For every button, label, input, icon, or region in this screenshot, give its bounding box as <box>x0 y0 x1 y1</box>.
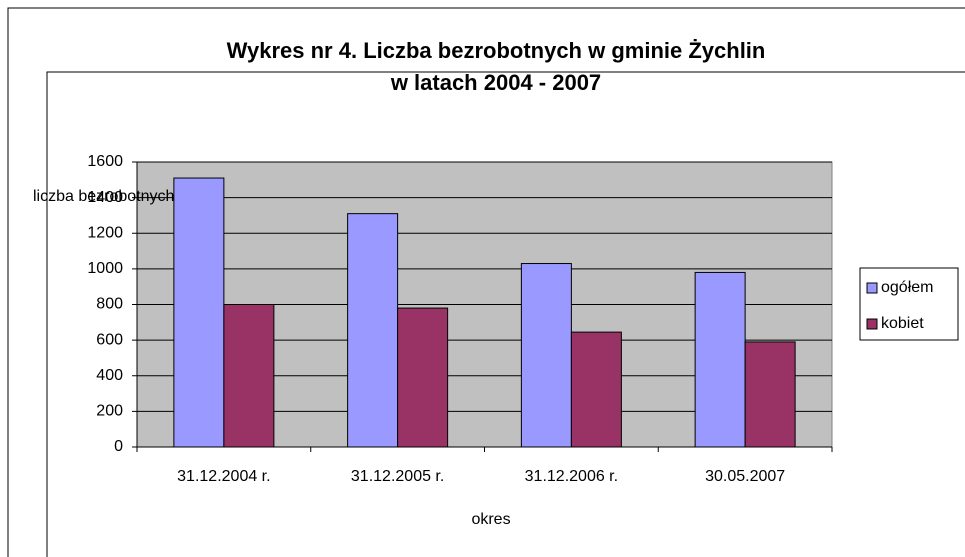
chart-title: w latach 2004 - 2007 <box>390 70 601 95</box>
legend-label: ogółem <box>881 279 933 296</box>
frame <box>7 7 965 557</box>
y-tick-label: 800 <box>96 296 123 313</box>
y-tick-label: 1400 <box>87 189 123 206</box>
bar <box>223 304 275 448</box>
bar <box>347 213 399 448</box>
y-tick-label: 200 <box>96 403 123 420</box>
legend-swatch <box>866 282 878 294</box>
bar <box>694 271 746 448</box>
bar <box>744 341 796 448</box>
bar <box>520 263 572 448</box>
chart-area <box>46 71 965 557</box>
x-tick-label: 30.05.2007 <box>705 468 785 485</box>
bar <box>173 177 225 448</box>
x-axis-label: okres <box>471 511 510 528</box>
bar <box>570 331 622 448</box>
x-tick-label: 31.12.2004 r. <box>177 468 270 485</box>
bar <box>397 307 449 448</box>
y-tick-label: 400 <box>96 367 123 384</box>
legend-label: kobiet <box>881 315 924 332</box>
y-axis-label: liczba bezrobotnych <box>33 188 174 205</box>
x-tick-label: 31.12.2006 r. <box>525 468 618 485</box>
legend-swatch <box>866 318 878 330</box>
y-tick-label: 1600 <box>87 153 123 170</box>
x-tick-label: 31.12.2005 r. <box>351 468 444 485</box>
y-tick-label: 600 <box>96 331 123 348</box>
y-tick-label: 1000 <box>87 260 123 277</box>
y-tick-label: 1200 <box>87 224 123 241</box>
chart-title: Wykres nr 4. Liczba bezrobotnych w gmini… <box>227 38 766 63</box>
y-tick-label: 0 <box>114 438 123 455</box>
